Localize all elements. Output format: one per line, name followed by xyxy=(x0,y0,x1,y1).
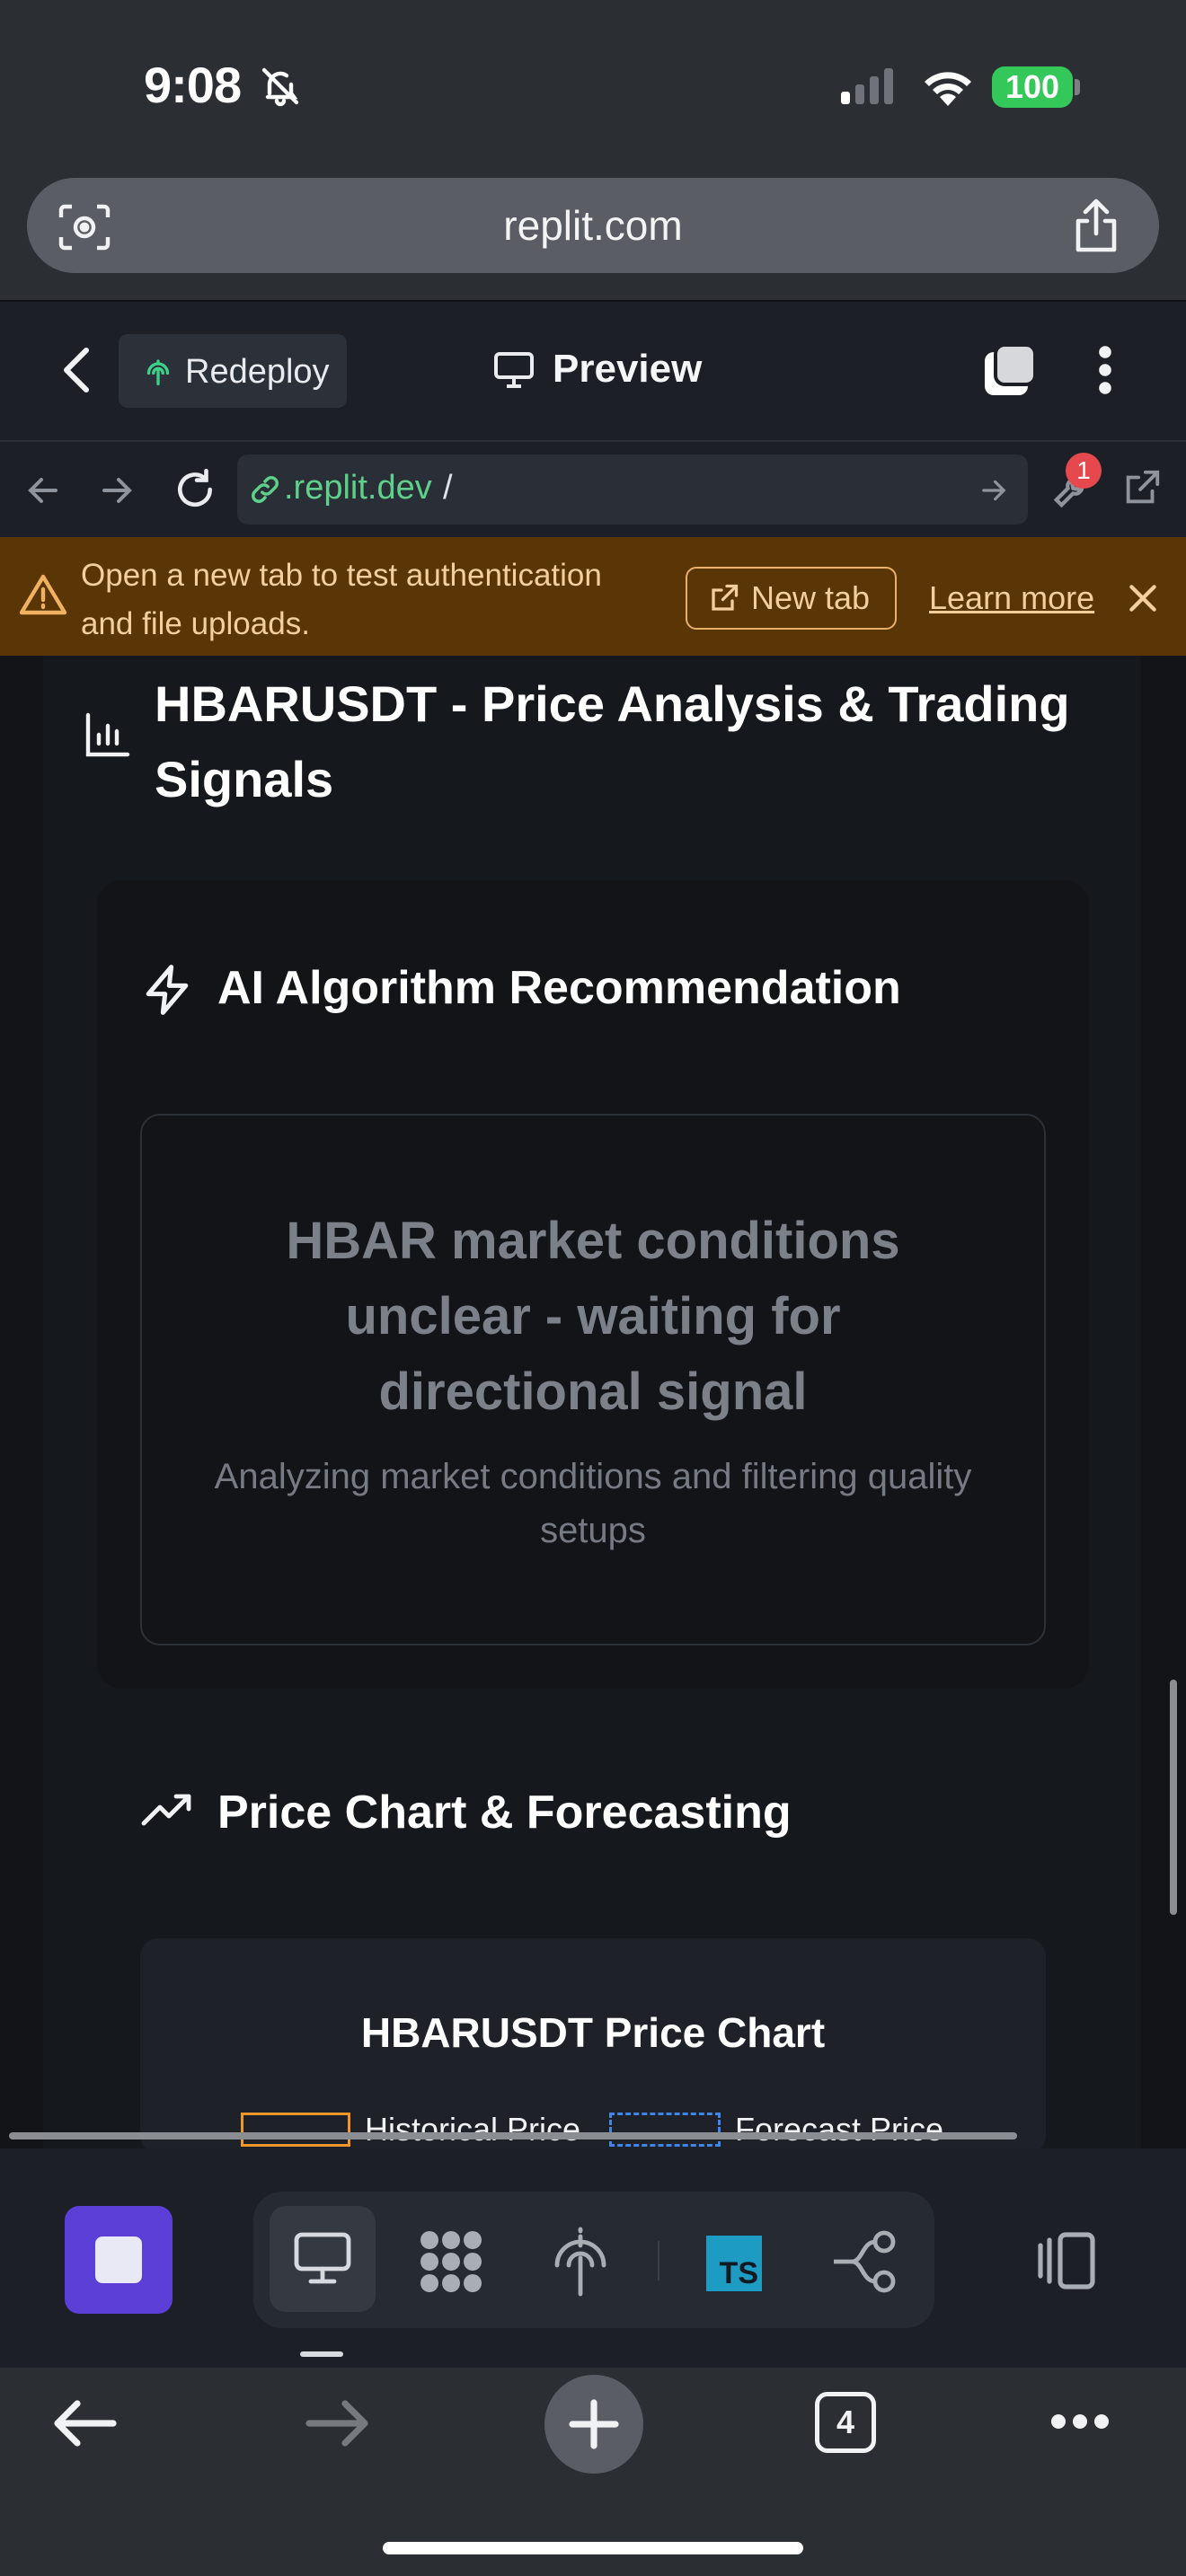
preview-tab-label[interactable]: Preview xyxy=(553,347,703,391)
price-chart-card xyxy=(140,1938,1046,2154)
monitor-icon xyxy=(492,350,535,390)
horizontal-scrollbar[interactable] xyxy=(9,2132,1017,2139)
page-tools-icon[interactable] xyxy=(58,203,111,251)
webview-url-path: / xyxy=(443,469,453,507)
preview-tool-button[interactable] xyxy=(270,2206,376,2312)
new-tab-label: New tab xyxy=(751,579,871,616)
more-vertical-icon[interactable] xyxy=(1098,345,1112,395)
deployments-icon[interactable] xyxy=(552,2226,609,2298)
browser-url: replit.com xyxy=(503,202,683,249)
plus-icon xyxy=(567,2397,621,2451)
preview-monitor-icon xyxy=(293,2231,352,2287)
webview-url-field[interactable] xyxy=(237,454,1028,525)
toolbar-divider xyxy=(658,2241,659,2280)
legend-historical-swatch[interactable] xyxy=(241,2113,350,2147)
stop-icon xyxy=(95,2236,142,2283)
trending-up-icon xyxy=(140,1793,194,1829)
git-branch-icon[interactable] xyxy=(830,2229,898,2294)
bar-chart-icon xyxy=(84,711,131,758)
webview-forward-icon[interactable] xyxy=(99,472,135,508)
auth-warning-banner xyxy=(0,537,1186,656)
tabs-overview-icon[interactable] xyxy=(981,341,1039,399)
status-time: 9:08 xyxy=(144,57,242,113)
recommendation-heading: AI Algorithm Recommendation xyxy=(217,962,901,1014)
home-indicator xyxy=(383,2542,803,2554)
more-horizontal-icon[interactable] xyxy=(1049,2413,1111,2430)
learn-more-link[interactable]: Learn more xyxy=(929,579,1095,616)
chart-title: HBARUSDT Price Chart xyxy=(360,2009,826,2056)
recommendation-message: HBAR market conditions unclear - waiting… xyxy=(286,1212,900,1421)
recommendation-box xyxy=(140,1114,1046,1645)
sidebar-toggle-icon[interactable] xyxy=(1035,2229,1098,2292)
browser-forward-icon[interactable] xyxy=(304,2398,372,2448)
webview-url-domain: .replit.dev xyxy=(284,469,432,507)
vertical-scrollbar[interactable] xyxy=(1170,1680,1177,1915)
external-link-icon[interactable] xyxy=(1121,467,1163,508)
wifi-icon xyxy=(920,65,976,106)
deploy-icon xyxy=(142,356,174,388)
signal-icon xyxy=(841,68,897,104)
battery-indicator: 100 xyxy=(992,66,1073,108)
active-tool-indicator xyxy=(300,2351,343,2357)
status-bar xyxy=(0,0,1186,171)
bell-slash-icon xyxy=(259,65,302,108)
devtools-badge: 1 xyxy=(1066,453,1102,489)
back-chevron-icon[interactable] xyxy=(59,345,95,395)
recommendation-subtext: Analyzing market conditions and filterin… xyxy=(214,1457,972,1550)
legend-historical-label[interactable]: Historical Price xyxy=(365,2111,581,2148)
redeploy-button[interactable] xyxy=(119,334,347,408)
typescript-file-icon[interactable]: TS xyxy=(706,2236,762,2291)
tabs-count-button[interactable]: 4 xyxy=(815,2392,876,2453)
open-external-icon xyxy=(708,582,740,614)
legend-forecast-label[interactable]: Forecast Price xyxy=(735,2111,944,2148)
page-title: HBARUSDT - Price Analysis & Trading Sign… xyxy=(155,675,1070,807)
new-tab-button[interactable] xyxy=(686,567,897,630)
webview-back-icon[interactable] xyxy=(25,472,61,508)
legend-forecast-swatch[interactable] xyxy=(609,2113,721,2147)
chart-section-heading: Price Chart & Forecasting xyxy=(217,1786,792,1839)
refresh-icon[interactable] xyxy=(173,467,217,512)
warning-icon xyxy=(20,573,66,616)
lightning-icon xyxy=(142,963,192,1017)
go-arrow-icon[interactable] xyxy=(979,476,1008,505)
browser-address-bar[interactable]: replit.com xyxy=(27,178,1159,273)
share-icon[interactable] xyxy=(1071,196,1121,255)
browser-back-icon[interactable] xyxy=(50,2398,119,2448)
link-icon xyxy=(248,472,282,507)
redeploy-label: Redeploy xyxy=(185,353,330,391)
workflows-dots-icon[interactable] xyxy=(417,2228,485,2296)
banner-message: Open a new tab to test authentication an… xyxy=(81,558,602,641)
close-icon[interactable] xyxy=(1127,582,1159,614)
battery-cap xyxy=(1075,79,1080,95)
